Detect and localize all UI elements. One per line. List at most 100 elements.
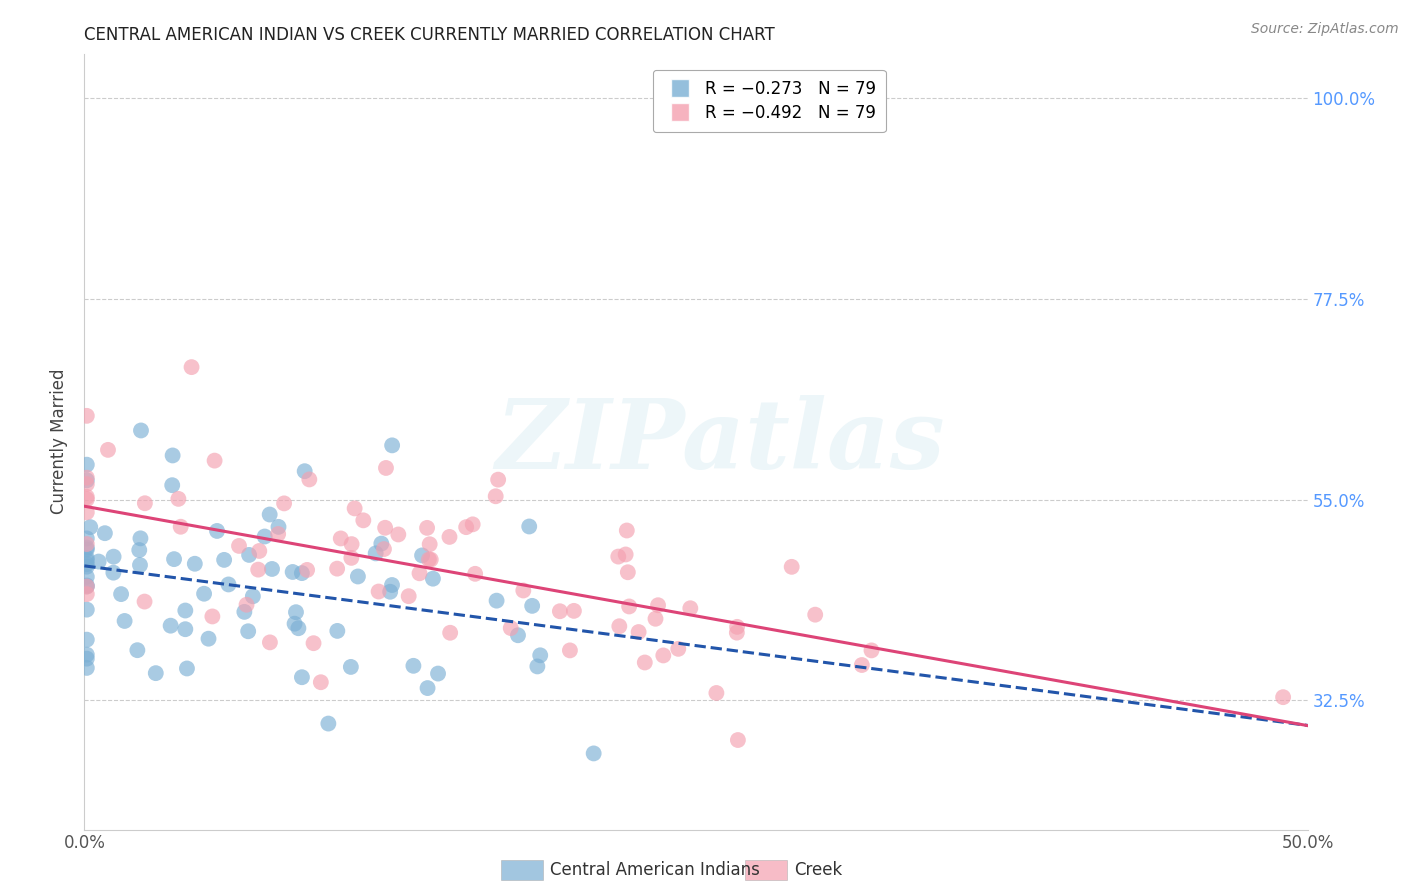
Point xyxy=(233,605,256,619)
Point xyxy=(110,587,132,601)
Point xyxy=(114,614,136,628)
Point xyxy=(666,641,689,656)
Point xyxy=(76,557,98,571)
Point xyxy=(76,473,98,487)
Point xyxy=(167,491,190,506)
Point xyxy=(76,409,98,423)
Point xyxy=(259,635,281,649)
Point xyxy=(380,584,402,599)
Text: Central American Indians: Central American Indians xyxy=(550,861,759,879)
Point xyxy=(76,570,98,584)
Point xyxy=(860,643,883,657)
Point xyxy=(456,520,478,534)
Point xyxy=(485,593,508,607)
Point xyxy=(562,604,585,618)
Point xyxy=(103,566,125,580)
Point xyxy=(398,589,420,603)
Point xyxy=(517,519,540,533)
Text: Creek: Creek xyxy=(794,861,842,879)
Point xyxy=(727,733,749,747)
Point xyxy=(76,492,98,507)
Point xyxy=(76,580,98,594)
Point xyxy=(461,517,484,532)
Point xyxy=(287,621,309,635)
Point xyxy=(329,532,352,546)
Point xyxy=(439,625,461,640)
Point xyxy=(416,521,439,535)
Point xyxy=(725,620,748,634)
Point xyxy=(228,539,250,553)
Point xyxy=(512,583,534,598)
Point xyxy=(267,527,290,541)
Point xyxy=(76,587,98,601)
Point xyxy=(76,537,98,551)
Point xyxy=(582,747,605,761)
Point xyxy=(725,625,748,640)
Point xyxy=(193,587,215,601)
Point xyxy=(526,659,548,673)
Point xyxy=(422,572,444,586)
Point xyxy=(238,624,260,639)
Point xyxy=(647,599,669,613)
Point xyxy=(87,555,110,569)
Point xyxy=(259,508,281,522)
Point xyxy=(439,530,461,544)
Point xyxy=(242,589,264,603)
Point xyxy=(205,524,228,538)
Point xyxy=(381,438,404,452)
Point xyxy=(340,550,363,565)
Point xyxy=(129,558,152,572)
Point xyxy=(134,594,156,608)
Point xyxy=(127,643,149,657)
Point xyxy=(679,601,702,615)
Point xyxy=(652,648,675,663)
Point xyxy=(506,628,529,642)
Point xyxy=(607,549,630,564)
Point xyxy=(247,563,270,577)
Point xyxy=(302,636,325,650)
Point xyxy=(159,618,181,632)
Point xyxy=(634,656,657,670)
Text: ZIPatlas: ZIPatlas xyxy=(496,394,945,489)
Point xyxy=(381,578,404,592)
Point xyxy=(76,602,98,616)
Point xyxy=(134,496,156,510)
Point xyxy=(285,605,308,619)
Point xyxy=(235,598,257,612)
Point xyxy=(76,542,98,557)
Point xyxy=(76,477,98,491)
Point xyxy=(103,549,125,564)
Point xyxy=(94,526,117,541)
Point xyxy=(128,543,150,558)
Point xyxy=(607,619,630,633)
Point xyxy=(548,604,571,618)
Point xyxy=(204,453,226,467)
Text: Source: ZipAtlas.com: Source: ZipAtlas.com xyxy=(1251,22,1399,37)
Point xyxy=(76,651,98,665)
Point xyxy=(79,520,101,534)
Point xyxy=(291,566,314,581)
Point xyxy=(129,424,152,438)
Point xyxy=(76,648,98,662)
Point xyxy=(174,603,197,617)
Point xyxy=(851,658,873,673)
Point xyxy=(343,501,366,516)
Point xyxy=(76,553,98,567)
Point xyxy=(374,521,396,535)
Point xyxy=(485,489,508,503)
Point xyxy=(180,360,202,375)
Point xyxy=(614,548,637,562)
Point xyxy=(464,566,486,581)
Point xyxy=(212,553,235,567)
Point xyxy=(273,496,295,510)
Point xyxy=(170,520,193,534)
Point xyxy=(1272,690,1295,705)
Point xyxy=(76,578,98,592)
Point xyxy=(617,599,640,614)
Point xyxy=(76,632,98,647)
Point xyxy=(402,658,425,673)
Point xyxy=(340,660,363,674)
Point xyxy=(284,616,307,631)
Point xyxy=(419,552,441,566)
Point xyxy=(176,661,198,675)
